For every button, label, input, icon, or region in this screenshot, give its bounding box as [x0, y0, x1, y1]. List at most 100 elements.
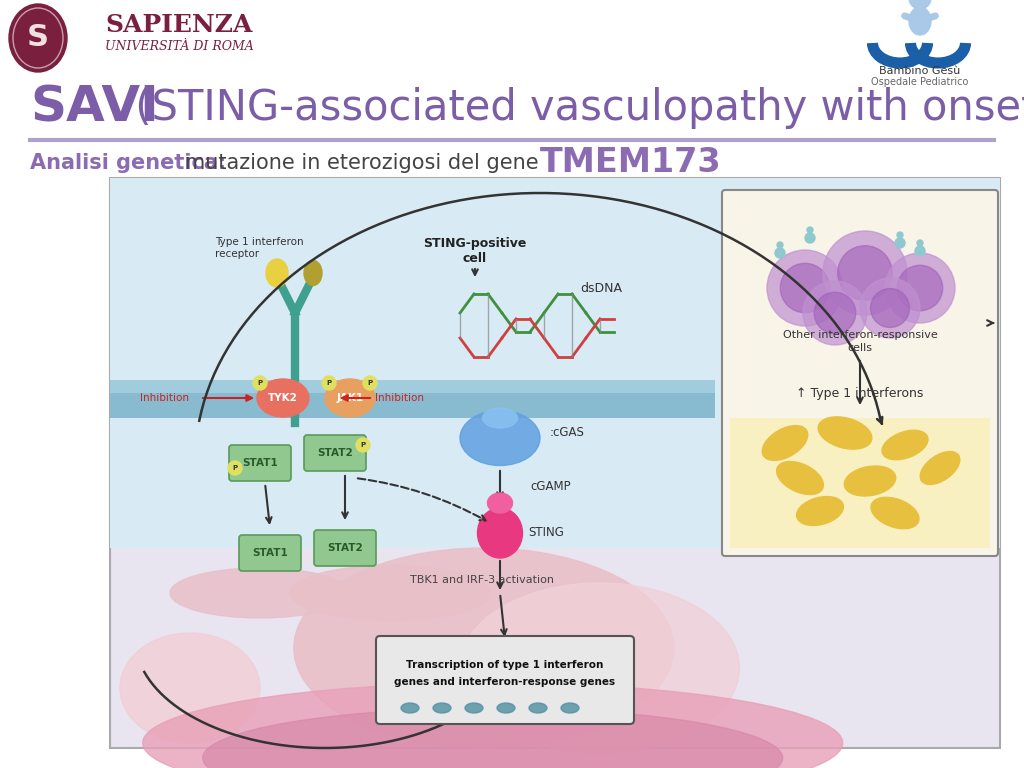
Ellipse shape [561, 703, 579, 713]
Ellipse shape [294, 548, 674, 748]
Text: P: P [257, 380, 262, 386]
Ellipse shape [460, 583, 739, 753]
Ellipse shape [460, 411, 540, 465]
Bar [110, 380, 715, 418]
Ellipse shape [477, 508, 522, 558]
Ellipse shape [844, 466, 896, 496]
Circle shape [228, 461, 242, 475]
Circle shape [915, 246, 925, 256]
Text: TMEM173: TMEM173 [540, 147, 722, 180]
Circle shape [814, 292, 856, 334]
Text: STAT1: STAT1 [242, 458, 278, 468]
Circle shape [870, 289, 909, 327]
Ellipse shape [818, 417, 871, 449]
Circle shape [362, 376, 377, 390]
Ellipse shape [776, 462, 823, 495]
Text: Ospedale Pediatrico: Ospedale Pediatrico [871, 77, 969, 87]
Bar [730, 418, 990, 548]
Circle shape [918, 240, 923, 246]
Ellipse shape [120, 633, 260, 743]
Text: Analisi genetica:: Analisi genetica: [30, 153, 233, 173]
Text: P: P [327, 380, 332, 386]
Text: P: P [232, 465, 238, 471]
Text: P: P [368, 380, 373, 386]
Text: ↑ Type 1 interferons: ↑ Type 1 interferons [797, 386, 924, 399]
Ellipse shape [909, 7, 931, 35]
Ellipse shape [487, 493, 512, 513]
Circle shape [897, 265, 943, 311]
Ellipse shape [871, 498, 919, 528]
Ellipse shape [882, 430, 928, 460]
Circle shape [807, 227, 813, 233]
Text: genes and interferon-response genes: genes and interferon-response genes [394, 677, 615, 687]
Text: S: S [27, 24, 49, 52]
Text: cell: cell [463, 251, 487, 264]
Ellipse shape [257, 379, 309, 417]
Text: STAT1: STAT1 [252, 548, 288, 558]
Circle shape [803, 281, 867, 345]
Text: SAVI: SAVI [30, 84, 159, 132]
Text: cGAMP: cGAMP [530, 479, 570, 492]
Circle shape [885, 253, 955, 323]
Bar [110, 178, 1000, 548]
Ellipse shape [921, 452, 959, 485]
FancyBboxPatch shape [229, 445, 291, 481]
Ellipse shape [482, 408, 517, 428]
Circle shape [780, 263, 829, 313]
Circle shape [775, 248, 785, 258]
Ellipse shape [529, 703, 547, 713]
Ellipse shape [290, 565, 490, 621]
Circle shape [777, 242, 783, 248]
Text: STAT2: STAT2 [317, 448, 353, 458]
Circle shape [909, 0, 931, 9]
Text: :cGAS: :cGAS [550, 426, 585, 439]
Text: Other interferon-responsive: Other interferon-responsive [782, 330, 937, 340]
Text: STING-positive: STING-positive [423, 237, 526, 250]
Text: dsDNA: dsDNA [580, 282, 622, 294]
Text: mutazione in eterozigosi del gene: mutazione in eterozigosi del gene [185, 153, 545, 173]
Circle shape [253, 376, 267, 390]
Text: JAK1: JAK1 [337, 393, 364, 403]
Text: Inhibition: Inhibition [140, 393, 189, 403]
Ellipse shape [9, 4, 67, 72]
Text: STING: STING [528, 527, 564, 539]
Text: Transcription of type 1 interferon: Transcription of type 1 interferon [407, 660, 604, 670]
FancyBboxPatch shape [376, 636, 634, 724]
Text: UNIVERSITÀ DI ROMA: UNIVERSITÀ DI ROMA [105, 39, 254, 52]
FancyBboxPatch shape [239, 535, 301, 571]
Ellipse shape [142, 683, 843, 768]
Ellipse shape [401, 703, 419, 713]
Text: Type 1 interferon
receptor: Type 1 interferon receptor [215, 237, 304, 259]
Ellipse shape [497, 703, 515, 713]
Ellipse shape [325, 379, 375, 417]
Ellipse shape [797, 497, 844, 525]
Circle shape [838, 246, 892, 300]
Circle shape [895, 238, 905, 248]
Ellipse shape [203, 708, 782, 768]
Text: Bambino Gesù: Bambino Gesù [880, 66, 961, 76]
Text: STAT2: STAT2 [327, 543, 362, 553]
Ellipse shape [266, 259, 288, 287]
Text: cells: cells [848, 343, 872, 353]
Text: TBK1 and IRF-3 activation: TBK1 and IRF-3 activation [410, 575, 554, 585]
FancyBboxPatch shape [304, 435, 366, 471]
FancyBboxPatch shape [314, 530, 376, 566]
Ellipse shape [170, 568, 350, 618]
Text: TYK2: TYK2 [268, 393, 298, 403]
Ellipse shape [465, 703, 483, 713]
Ellipse shape [304, 260, 322, 286]
Ellipse shape [762, 425, 808, 460]
Circle shape [823, 231, 907, 315]
Circle shape [897, 232, 903, 238]
Text: (STING-associated vasculopathy with onset in infancy): (STING-associated vasculopathy with onse… [122, 87, 1024, 129]
Ellipse shape [433, 703, 451, 713]
Bar [110, 380, 715, 393]
Circle shape [767, 250, 843, 326]
Circle shape [805, 233, 815, 243]
FancyBboxPatch shape [722, 190, 998, 556]
Text: P: P [360, 442, 366, 448]
Bar [110, 178, 1000, 748]
Circle shape [860, 278, 920, 338]
Text: SAPIENZA: SAPIENZA [105, 13, 252, 37]
Text: Inhibition: Inhibition [375, 393, 424, 403]
